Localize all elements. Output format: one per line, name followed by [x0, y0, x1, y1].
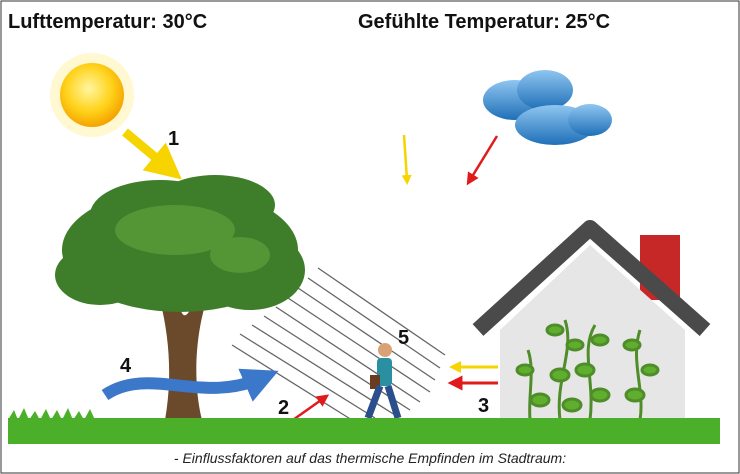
label-5: 5: [398, 327, 409, 349]
sun: [60, 63, 124, 127]
felt-temperature: Gefühlte Temperatur: 25°C: [358, 11, 610, 33]
grass: [8, 418, 720, 444]
label-2: 2: [278, 397, 289, 419]
air-temperature: Lufttemperatur: 30°C: [8, 11, 207, 33]
illustration: Lufttemperatur: 30°C Gefühlte Temperatur…: [0, 0, 740, 474]
caption: - Einflussfaktoren auf das thermische Em…: [174, 450, 566, 466]
label-1: 1: [168, 128, 179, 150]
label-3: 3: [478, 395, 489, 417]
label-4: 4: [120, 355, 132, 377]
